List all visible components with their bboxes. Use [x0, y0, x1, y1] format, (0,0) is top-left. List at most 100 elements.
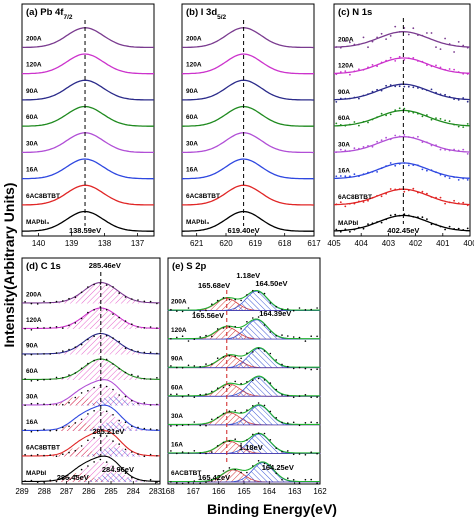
- data-point: [257, 347, 260, 350]
- data-point: [181, 451, 184, 453]
- data-point: [439, 66, 442, 69]
- data-point: [49, 454, 51, 456]
- data-point: [137, 453, 139, 455]
- data-point: [367, 46, 369, 49]
- data-point: [398, 85, 401, 88]
- data-point: [349, 97, 351, 100]
- data-point: [281, 478, 283, 481]
- data-point: [421, 216, 424, 219]
- data-point: [118, 443, 120, 445]
- data-point: [99, 409, 102, 411]
- component-area: [22, 283, 160, 304]
- data-point: [187, 364, 190, 367]
- data-point: [99, 282, 102, 285]
- data-point: [407, 111, 410, 113]
- data-point: [149, 351, 152, 354]
- data-point: [362, 68, 365, 71]
- x-tick-label: 401: [436, 239, 450, 248]
- data-point: [269, 410, 272, 413]
- fit-30A: [333, 136, 471, 153]
- spectrum-6AC8BTBT: [22, 184, 154, 206]
- data-point: [281, 308, 283, 311]
- data-point: [105, 335, 108, 337]
- data-point: [118, 368, 120, 370]
- data-point: [376, 36, 378, 39]
- data-point: [362, 94, 365, 97]
- data-point: [269, 302, 272, 304]
- data-point: [344, 205, 347, 208]
- data-point: [30, 380, 33, 382]
- data-point: [466, 204, 469, 207]
- data-point: [30, 302, 33, 305]
- data-point: [310, 335, 313, 338]
- data-point: [74, 449, 77, 452]
- data-point: [339, 201, 342, 204]
- data-point: [246, 352, 248, 355]
- sample-label: 30A: [171, 413, 183, 420]
- data-point: [199, 310, 201, 312]
- data-point: [228, 354, 231, 357]
- data-point: [131, 323, 133, 326]
- x-tick-label: 621: [190, 239, 204, 248]
- data-point: [335, 46, 338, 48]
- data-point: [304, 478, 307, 481]
- data-point: [339, 175, 342, 177]
- x-tick-label: 403: [382, 239, 396, 248]
- peak-annotation: 1.18eV: [239, 443, 263, 452]
- data-point: [24, 378, 26, 380]
- data-point: [43, 454, 45, 457]
- data-point: [211, 363, 213, 365]
- data-point: [87, 465, 89, 467]
- data-point: [222, 327, 225, 329]
- data-point: [426, 114, 428, 116]
- data-point: [124, 296, 127, 298]
- data-point: [156, 302, 158, 305]
- data-point: [316, 335, 318, 338]
- envelope-60A: [168, 375, 320, 397]
- peak-annotation: 164.39eV: [259, 309, 291, 318]
- data-point: [216, 299, 219, 302]
- data-point: [362, 201, 365, 203]
- data-point: [199, 424, 201, 427]
- data-point: [105, 461, 108, 463]
- data-point: [448, 68, 451, 70]
- data-point: [430, 118, 433, 121]
- data-point: [24, 404, 26, 407]
- data-point: [435, 117, 437, 119]
- data-point: [137, 326, 139, 328]
- data-point: [417, 112, 419, 115]
- data-point: [24, 453, 26, 456]
- sample-label: MAPbI: [26, 470, 46, 477]
- data-point: [216, 416, 219, 419]
- component-area: [22, 472, 160, 482]
- data-point: [124, 421, 127, 424]
- data-point: [457, 227, 460, 230]
- data-point: [222, 470, 225, 472]
- data-point: [43, 481, 45, 483]
- data-point: [457, 99, 460, 101]
- data-point: [80, 468, 83, 471]
- data-point: [80, 418, 83, 421]
- data-point: [176, 424, 178, 427]
- data-point: [389, 35, 392, 37]
- envelope-120A: [168, 318, 320, 340]
- sample-label: 200A: [171, 299, 187, 306]
- data-point: [398, 188, 401, 191]
- data-point: [228, 384, 231, 387]
- panel-title: (d) C 1s: [26, 261, 61, 272]
- data-point: [403, 85, 406, 88]
- data-point: [62, 350, 64, 352]
- data-point: [281, 394, 283, 396]
- data-point: [246, 439, 248, 441]
- data-point: [462, 177, 465, 180]
- data-point: [234, 298, 236, 301]
- fit-60A: [334, 109, 471, 127]
- data-point: [30, 454, 33, 457]
- data-point: [181, 310, 184, 313]
- envelope-200A: [168, 289, 320, 311]
- data-point: [131, 399, 133, 402]
- data-point: [457, 179, 460, 181]
- x-tick-label: 405: [327, 239, 341, 248]
- data-point: [398, 107, 401, 110]
- data-point: [367, 121, 369, 124]
